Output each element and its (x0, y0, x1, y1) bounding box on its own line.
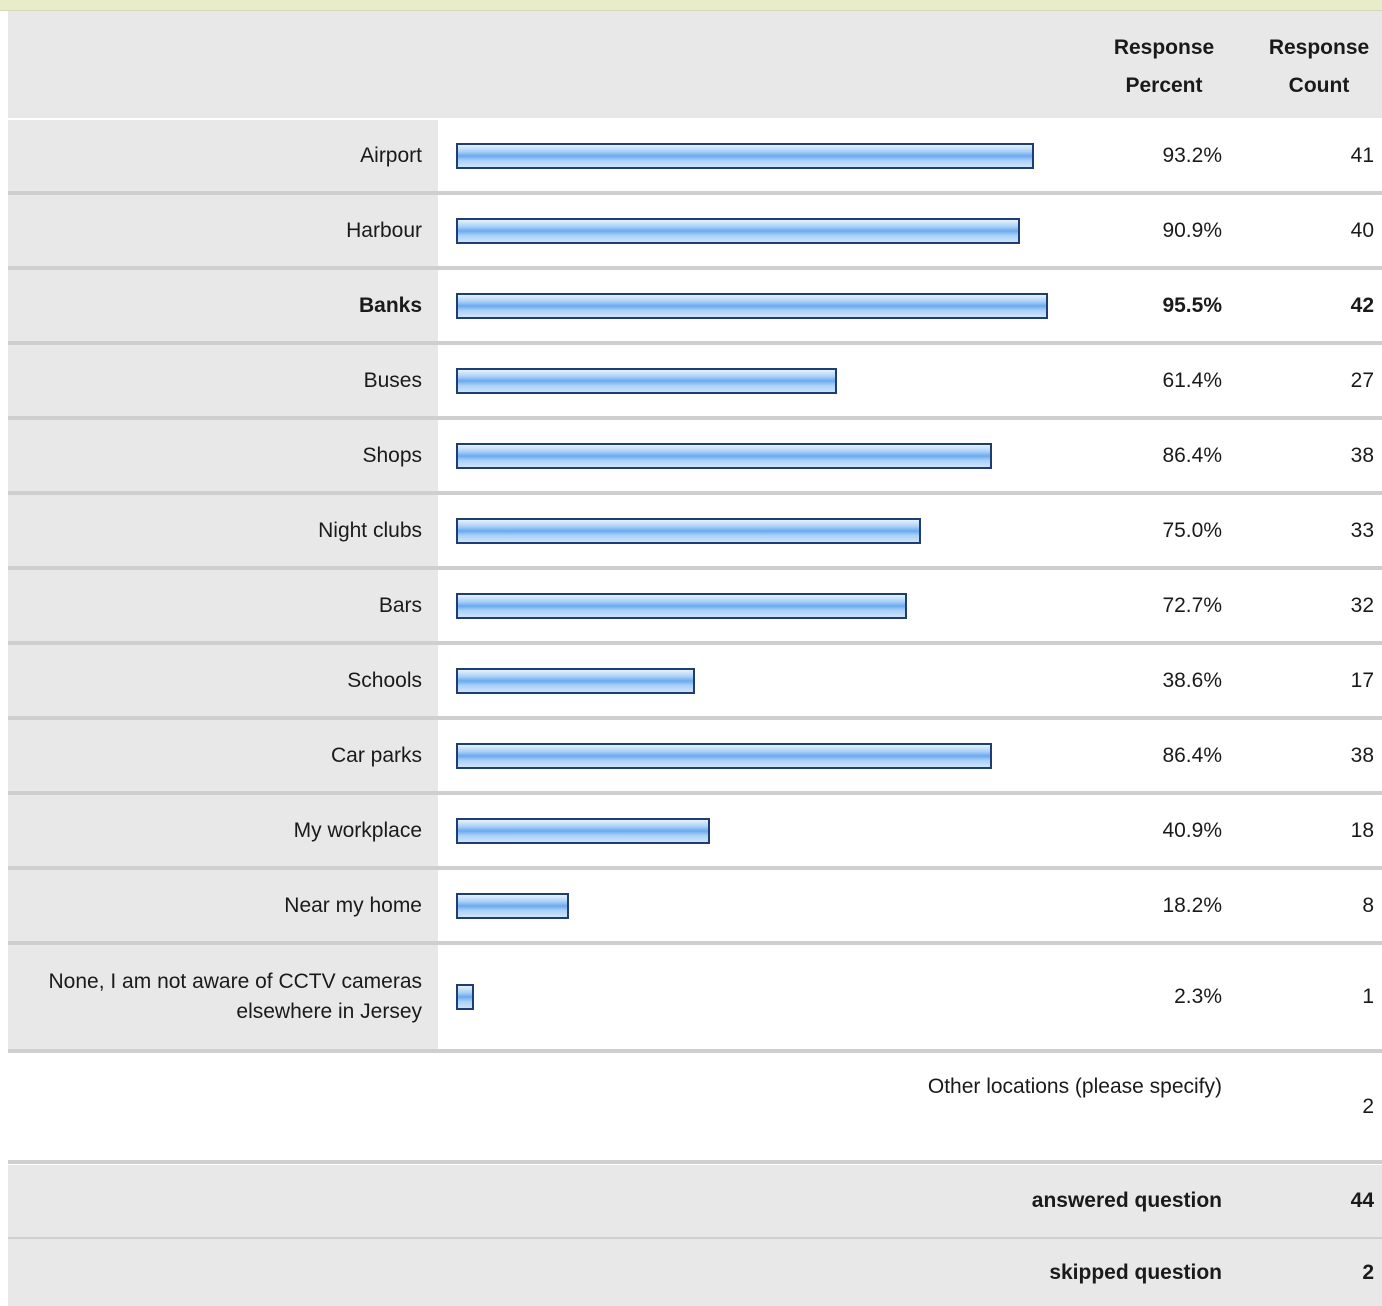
divider (8, 266, 1382, 270)
row-label-cell: Bars (8, 570, 438, 641)
response-percent-value: 18.2% (1162, 893, 1222, 917)
row-label-cell: Harbour (8, 195, 438, 266)
table-header: Response Percent Response Count (8, 11, 1382, 118)
row-label-cell: Near my home (8, 870, 438, 941)
row-label-cell: Schools (8, 645, 438, 716)
bar (456, 217, 1020, 244)
divider (8, 941, 1382, 945)
category-label: Bars (378, 593, 422, 617)
divider (8, 491, 1382, 495)
response-percent-value: 2.3% (1174, 985, 1222, 1008)
category-label: Harbour (346, 218, 422, 242)
category-label: None, I am not aware of CCTV cameras els… (48, 970, 422, 1023)
response-count-value: 17 (1350, 668, 1374, 692)
bar (456, 292, 1049, 319)
skipped-question-value: 2 (1362, 1260, 1374, 1284)
table-row: None, I am not aware of CCTV cameras els… (8, 945, 1382, 1049)
answered-question-value: 44 (1350, 1189, 1374, 1212)
divider (8, 416, 1382, 420)
other-locations-label: Other locations (please specify) (927, 1075, 1222, 1098)
category-label: Shops (362, 443, 422, 467)
row-label-cell: Shops (8, 420, 438, 491)
response-percent-value: 86.4% (1162, 443, 1222, 467)
bar (456, 984, 474, 1010)
divider (8, 1160, 1382, 1164)
row-label-cell: Buses (8, 345, 438, 416)
response-percent-value: 95.5% (1162, 293, 1222, 317)
row-label-cell: None, I am not aware of CCTV cameras els… (8, 945, 438, 1049)
bar (456, 742, 992, 769)
divider (8, 641, 1382, 645)
header-response-percent: Response Percent (1113, 36, 1215, 97)
response-count-value: 18 (1350, 818, 1374, 842)
top-strip (0, 0, 1382, 11)
response-count-value: 38 (1350, 743, 1374, 767)
response-percent-value: 72.7% (1162, 593, 1222, 617)
category-label: Night clubs (318, 518, 422, 542)
table-row: Near my home 18.2% 8 (8, 870, 1382, 941)
response-percent-value: 75.0% (1162, 518, 1222, 542)
response-count-value: 42 (1350, 293, 1374, 317)
bar (456, 142, 1034, 169)
bar (456, 592, 907, 619)
bar (456, 442, 992, 469)
other-locations-count: 2 (1362, 1095, 1374, 1118)
category-label: Buses (363, 368, 422, 392)
response-count-value: 1 (1362, 985, 1374, 1008)
response-count-value: 8 (1362, 893, 1374, 917)
row-label-cell: Airport (8, 120, 438, 191)
table-row: Banks 95.5% 42 (8, 270, 1382, 341)
bar (456, 667, 696, 694)
response-count-value: 38 (1350, 443, 1374, 467)
divider (8, 566, 1382, 570)
bar (456, 817, 710, 844)
response-percent-value: 61.4% (1162, 368, 1222, 392)
response-percent-value: 40.9% (1162, 818, 1222, 842)
category-label: My workplace (293, 818, 422, 842)
response-count-value: 27 (1350, 368, 1374, 392)
category-label: Car parks (330, 743, 422, 767)
table-row: Bars 72.7% 32 (8, 570, 1382, 641)
row-label-cell: Night clubs (8, 495, 438, 566)
table-row: Car parks 86.4% 38 (8, 720, 1382, 791)
response-count-value: 32 (1350, 593, 1374, 617)
answered-question-label: answered question (1031, 1189, 1222, 1212)
category-label: Near my home (284, 893, 422, 917)
summary-answered: answered question 44 (8, 1165, 1382, 1237)
response-count-value: 40 (1350, 218, 1374, 242)
table-row: Buses 61.4% 27 (8, 345, 1382, 416)
response-count-value: 33 (1350, 518, 1374, 542)
response-percent-value: 93.2% (1162, 143, 1222, 167)
row-label-cell: My workplace (8, 795, 438, 866)
bar (456, 367, 837, 394)
response-percent-value: 90.9% (1162, 218, 1222, 242)
table-row: Harbour 90.9% 40 (8, 195, 1382, 266)
divider (8, 866, 1382, 870)
header-response-count: Response Count (1268, 36, 1370, 97)
summary-skipped: skipped question 2 (8, 1239, 1382, 1306)
skipped-question-label: skipped question (1049, 1260, 1222, 1284)
divider (8, 791, 1382, 795)
bar (456, 517, 921, 544)
table-row: Shops 86.4% 38 (8, 420, 1382, 491)
response-percent-value: 86.4% (1162, 743, 1222, 767)
divider (8, 191, 1382, 195)
divider (8, 1049, 1382, 1053)
category-label: Schools (347, 668, 422, 692)
divider (8, 341, 1382, 345)
table-row: Schools 38.6% 17 (8, 645, 1382, 716)
category-label: Banks (358, 293, 422, 317)
response-count-value: 41 (1350, 143, 1374, 167)
table-row: My workplace 40.9% 18 (8, 795, 1382, 866)
bar (456, 892, 569, 919)
row-label-cell: Banks (8, 270, 438, 341)
table-row: Airport 93.2% 41 (8, 120, 1382, 191)
response-percent-value: 38.6% (1162, 668, 1222, 692)
row-label-cell: Car parks (8, 720, 438, 791)
divider (8, 716, 1382, 720)
table-row: Night clubs 75.0% 33 (8, 495, 1382, 566)
divider (8, 1237, 1382, 1239)
category-label: Airport (360, 143, 422, 167)
